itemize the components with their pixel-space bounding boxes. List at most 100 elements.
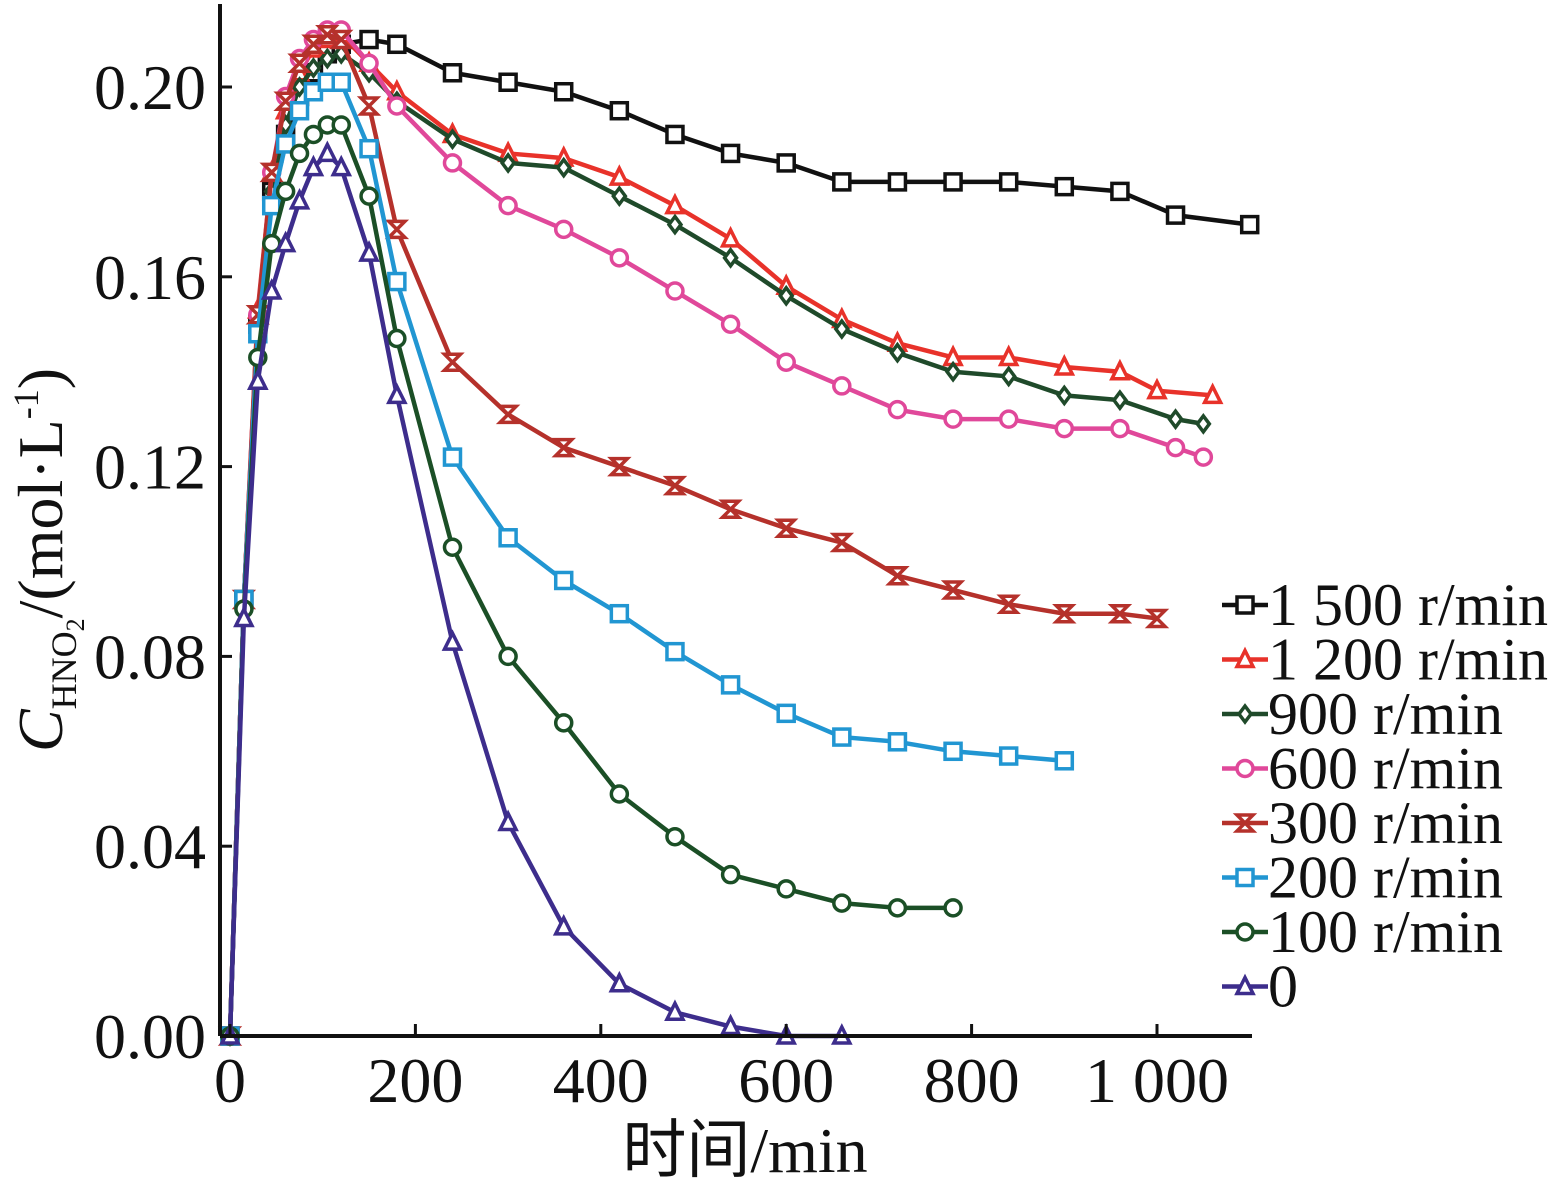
data-point — [499, 152, 517, 174]
legend-label: 1 200 r/min — [1268, 627, 1548, 693]
data-point — [553, 713, 574, 733]
data-point — [940, 580, 966, 600]
plot-area — [217, 20, 1260, 1047]
data-point — [998, 746, 1019, 766]
data-point — [833, 318, 851, 340]
data-point — [1144, 608, 1170, 629]
data-point — [887, 399, 908, 420]
data-point — [885, 565, 910, 586]
data-point — [387, 96, 407, 116]
data-point — [1239, 214, 1260, 235]
y-axis-title: CHNO2/(mol·L-1) — [5, 368, 90, 752]
data-point — [997, 344, 1020, 367]
x-tick-label: 0 — [214, 1045, 246, 1116]
data-point — [609, 100, 630, 121]
legend-item: 900 r/min — [1222, 681, 1503, 747]
data-point — [260, 278, 283, 300]
data-point — [291, 76, 308, 98]
data-point — [275, 134, 296, 154]
data-point — [261, 195, 282, 216]
data-point — [1110, 418, 1130, 439]
data-point — [776, 352, 796, 372]
data-point — [1109, 358, 1131, 381]
data-point — [720, 314, 741, 334]
series-line — [227, 37, 1252, 1039]
data-point — [887, 898, 908, 918]
data-point — [887, 172, 908, 192]
series-5 — [220, 72, 1075, 1046]
data-point — [998, 409, 1019, 429]
y-axis-title-main: C — [5, 708, 76, 752]
legend-label: 1 500 r/min — [1268, 572, 1548, 638]
data-point — [665, 124, 685, 145]
y-axis-title-sub: HNO — [44, 631, 84, 709]
data-point — [719, 1013, 742, 1036]
data-point — [1056, 384, 1073, 407]
legend-label: 300 r/min — [1268, 790, 1503, 856]
data-point — [319, 47, 336, 70]
data-point — [662, 475, 688, 496]
legend-label: 100 r/min — [1268, 899, 1503, 965]
data-point — [1000, 365, 1017, 388]
series-line — [227, 151, 845, 1039]
y-ticks: 0.00 0.04 0.08 0.12 0.16 0.20 — [94, 52, 232, 1072]
data-point — [776, 153, 796, 173]
data-point — [943, 172, 963, 192]
data-point — [497, 809, 519, 832]
legend-swatch-marker — [1234, 646, 1256, 669]
data-point — [358, 240, 380, 262]
data-point — [1195, 412, 1212, 435]
data-point — [832, 727, 852, 747]
x-ticks: 0 200 400 600 800 1 000 — [214, 1024, 1229, 1116]
legend-item: 0 — [1222, 954, 1298, 1020]
data-point — [1111, 389, 1129, 412]
data-point — [1167, 408, 1184, 431]
data-point — [302, 154, 325, 177]
data-point — [609, 784, 630, 804]
data-point — [832, 172, 852, 192]
data-point — [287, 53, 312, 74]
data-point — [553, 219, 574, 240]
data-point — [664, 999, 686, 1022]
data-point — [608, 164, 631, 186]
series-layer — [217, 20, 1260, 1047]
data-point — [1107, 603, 1133, 624]
data-point — [301, 34, 326, 55]
data-point — [778, 284, 795, 307]
legend-item: 300 r/min — [1222, 790, 1503, 856]
data-point — [387, 34, 407, 55]
x-tick-label: 200 — [367, 1045, 463, 1116]
legend-item: 1 500 r/min — [1222, 572, 1548, 638]
data-point — [718, 499, 743, 520]
data-point — [233, 605, 255, 628]
data-point — [331, 72, 351, 93]
legend-label: 900 r/min — [1268, 681, 1503, 747]
legend-item: 1 200 r/min — [1222, 627, 1548, 693]
legend-item: 200 r/min — [1222, 845, 1503, 911]
data-point — [1146, 377, 1168, 400]
legend-swatch-marker — [1235, 758, 1255, 779]
data-point — [1054, 176, 1075, 197]
legend-swatch-marker — [1232, 813, 1258, 833]
data-point — [498, 72, 518, 93]
data-point — [387, 271, 407, 292]
data-point — [776, 879, 796, 899]
data-point — [552, 913, 575, 936]
data-point — [943, 898, 963, 918]
y-axis-title-close: ) — [5, 368, 76, 389]
data-point — [1165, 437, 1186, 458]
legend-swatch-marker — [1235, 922, 1255, 942]
data-point — [498, 528, 518, 548]
x-axis-title: 时间/min — [622, 1115, 867, 1181]
data-point — [665, 281, 685, 301]
data-point — [288, 187, 311, 210]
data-point — [329, 29, 354, 50]
axes: 0 200 400 600 800 1 000 0.000.040.080.120.160… — [94, 4, 1252, 1116]
data-point — [720, 143, 741, 164]
legend-label: 200 r/min — [1268, 845, 1503, 911]
data-point — [1054, 418, 1075, 439]
x-tick-label: 1 000 — [1085, 1045, 1229, 1116]
data-point — [289, 143, 310, 164]
legend-swatch-marker — [1234, 973, 1256, 996]
data-point — [553, 81, 574, 102]
